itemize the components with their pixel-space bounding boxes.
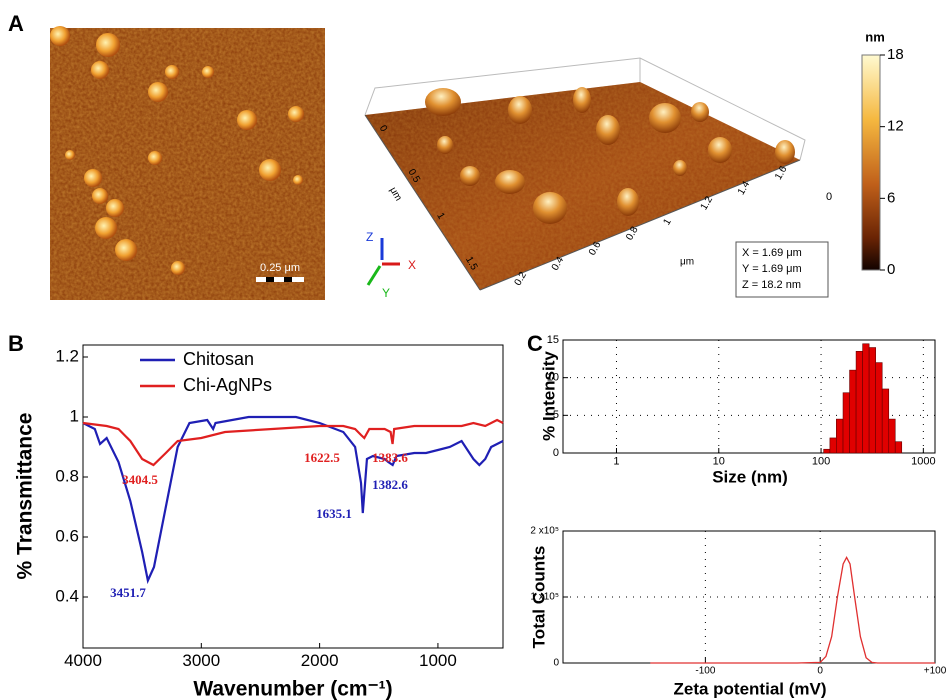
y-tick-label: 0 [553, 658, 559, 669]
x-tick-label: 1 [613, 456, 619, 468]
bar [830, 438, 836, 453]
colorbar [862, 55, 880, 270]
peak-annotation: 1383.6 [372, 450, 408, 465]
x-tick-label: -100 [695, 666, 715, 677]
bar [882, 389, 889, 453]
bar [876, 363, 883, 453]
bar [850, 370, 857, 453]
x-tick-label: 100 [812, 456, 830, 468]
peak-annotation: 1382.6 [372, 477, 408, 492]
series-line [650, 557, 935, 663]
dimension-label: Z = 18.2 nm [742, 279, 801, 291]
bar [824, 449, 830, 453]
y-tick-label: 2 x10⁵ [530, 526, 559, 537]
y-tick-label: 0.8 [55, 466, 79, 485]
bar [843, 393, 850, 453]
figure: 0.25 μm X Y Z nm ABC00.511.5μm0.20.40.60… [0, 0, 946, 700]
axis-3d-tick: 1 [661, 217, 674, 228]
x-tick-label: 1000 [911, 456, 935, 468]
colorbar-tick-label: 12 [887, 118, 904, 135]
panel-label: A [8, 11, 24, 36]
colorbar-label: nm [865, 29, 885, 44]
series-line [83, 417, 503, 581]
x-axis-label: Size (nm) [712, 467, 788, 486]
legend-label: Chitosan [183, 349, 254, 369]
panel-label: B [8, 331, 24, 356]
colorbar-tick-label: 6 [887, 189, 895, 206]
x-tick-label: 0 [817, 666, 823, 677]
x-tick-label: 4000 [64, 651, 102, 670]
y-tick-label: 15 [547, 334, 559, 346]
peak-annotation: 3404.5 [122, 472, 158, 487]
x-tick-label: 10 [713, 456, 725, 468]
axis-label: X [408, 258, 416, 272]
y-axis-label: % Transmittance [14, 413, 37, 580]
plot-frame [563, 531, 935, 663]
axis-3d-unit: μm [680, 257, 694, 268]
x-tick-label: 2000 [301, 651, 339, 670]
y-tick-label: 0.6 [55, 526, 79, 545]
y-tick-label: 0.4 [55, 586, 79, 605]
colorbar-tick-label: 18 [887, 46, 904, 63]
bar [869, 348, 876, 453]
colorbar-tick-label: 0 [887, 261, 895, 278]
y-axis-label: Total Counts [529, 546, 548, 649]
x-tick-label: 3000 [182, 651, 220, 670]
dimension-label: X = 1.69 μm [742, 247, 802, 259]
scale-bar-label: 0.25 μm [260, 262, 300, 274]
peak-annotation: 1622.5 [304, 450, 340, 465]
axis-3d-unit: μm [387, 185, 404, 203]
y-tick-label: 0 [553, 447, 559, 459]
plot-frame [83, 345, 503, 648]
bar [889, 419, 895, 453]
afm-2d-image: 0.25 μm [50, 26, 325, 300]
y-axis-label: % Intensity [539, 351, 558, 441]
series-line [83, 420, 503, 465]
legend-label: Chi-AgNPs [183, 375, 272, 395]
dimension-label: Y = 1.69 μm [742, 263, 802, 275]
axis-label: Y [382, 286, 390, 300]
y-tick-label: 1 [70, 406, 79, 425]
axis-label: Z [366, 230, 373, 244]
bar [836, 419, 843, 453]
y-tick-label: 1.2 [55, 346, 79, 365]
x-tick-label: 1000 [419, 651, 457, 670]
bar [863, 344, 869, 453]
x-axis-label: Zeta potential (mV) [673, 679, 826, 698]
peak-annotation: 1635.1 [316, 506, 352, 521]
bar [856, 351, 863, 453]
bar [895, 442, 902, 453]
axis-3d-tick: 0 [826, 191, 832, 203]
x-axis-label: Wavenumber (cm⁻¹) [193, 678, 392, 700]
x-tick-label: +100 [924, 666, 946, 677]
peak-annotation: 3451.7 [110, 585, 146, 600]
